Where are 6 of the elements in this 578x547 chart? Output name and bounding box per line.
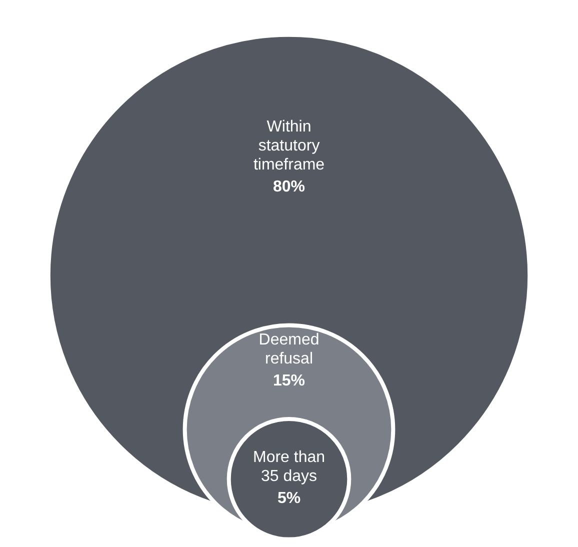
category-label: Deemed refusal bbox=[258, 332, 320, 368]
category-label: More than 35 days bbox=[252, 449, 326, 486]
data-label: 80% bbox=[272, 178, 306, 196]
category-label: Within statutory timeframe bbox=[253, 118, 325, 174]
data-label: 5% bbox=[277, 490, 301, 508]
data-label: 15% bbox=[272, 372, 306, 390]
